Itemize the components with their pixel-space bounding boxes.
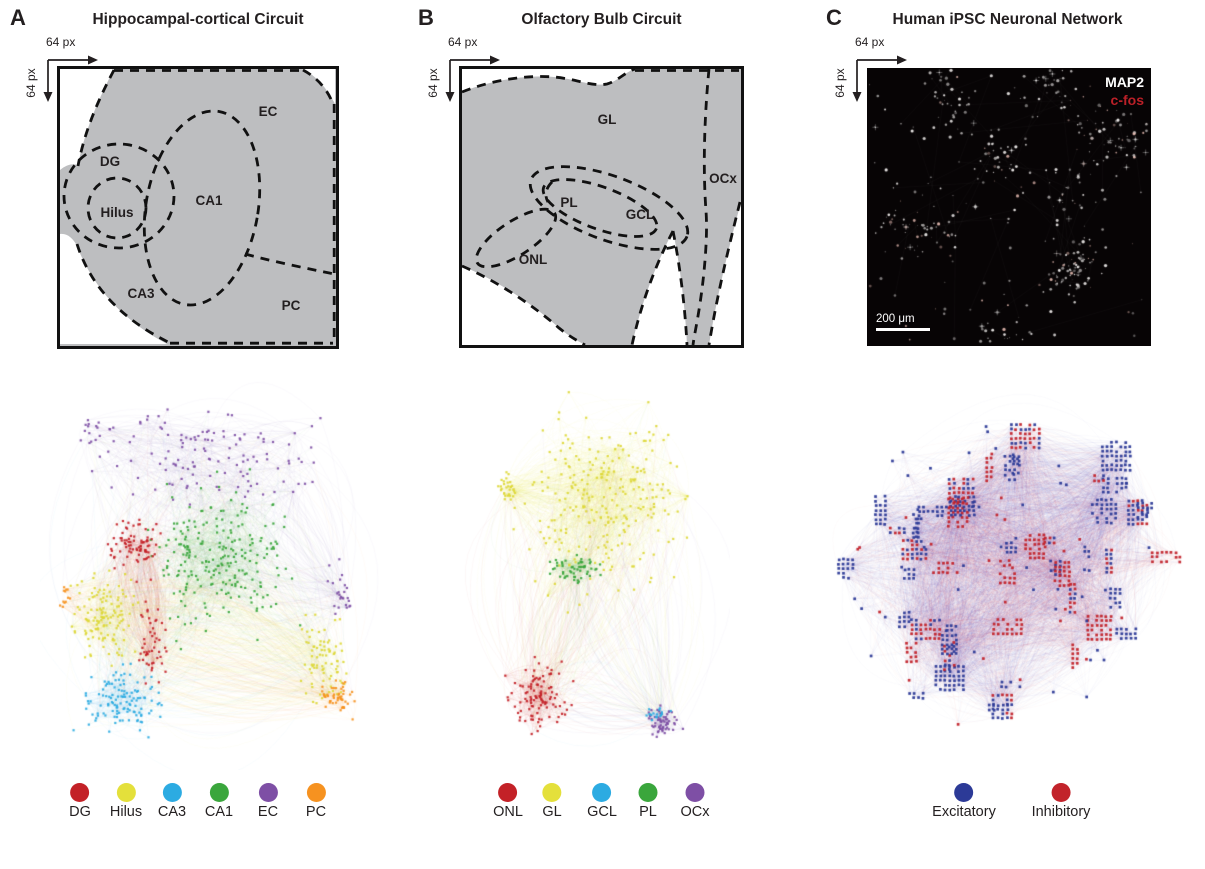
legend-dot: [592, 783, 612, 802]
legend-item-gl: GL: [542, 783, 562, 820]
legend-dot: [542, 783, 562, 802]
region-label-pl: PL: [560, 195, 577, 210]
stain-label-map2: MAP2: [1105, 74, 1144, 90]
legend-item-ca3: CA3: [158, 783, 186, 820]
legend-dot: [70, 783, 90, 802]
panel-c-network-graph: [818, 380, 1186, 758]
micrograph-image: [867, 68, 1151, 346]
region-label-dg: DG: [100, 154, 120, 169]
legend-dot: [954, 783, 974, 802]
legend-item-ocx: OCx: [681, 783, 710, 820]
panel-c-letter: C: [826, 5, 842, 30]
region-label-ocx: OCx: [709, 171, 737, 186]
legend-item-dg: DG: [69, 783, 91, 820]
region-label-hilus: Hilus: [100, 205, 133, 220]
panel-a-scale-h-label: 64 px: [46, 35, 76, 49]
scalebar-text: 200 μm: [876, 313, 915, 325]
legend-dot: [116, 783, 136, 802]
panel-c-scale-h-label: 64 px: [855, 35, 885, 49]
legend-dot: [209, 783, 229, 802]
panel-b-scale-v-label: 64 px: [426, 68, 440, 98]
region-label-ca3: CA3: [127, 286, 154, 301]
legend-dot: [1051, 783, 1071, 802]
legend-item-ca1: CA1: [205, 783, 233, 820]
region-label-gcl: GCL: [626, 207, 655, 222]
legend-item-excitatory: Excitatory: [932, 783, 996, 820]
legend-dot: [162, 783, 182, 802]
legend-item-gcl: GCL: [587, 783, 617, 820]
panel-c-micrograph: MAP2 c-fos 200 μm: [867, 68, 1151, 346]
legend-dot: [685, 783, 705, 802]
scale-arrows-icon: [43, 55, 98, 102]
panel-b-scale-h-label: 64 px: [448, 35, 478, 49]
legend-item-inhibitory: Inhibitory: [1032, 783, 1090, 820]
panel-b-title: Olfactory Bulb Circuit: [521, 11, 682, 28]
region-label-pc: PC: [282, 298, 301, 313]
legend-item-pc: PC: [306, 783, 326, 820]
panel-a-network-graph: [40, 378, 400, 770]
region-label-onl: ONL: [519, 252, 548, 267]
legend-item-ec: EC: [258, 783, 278, 820]
legend-item-hilus: Hilus: [110, 783, 142, 820]
region-label-ca1: CA1: [195, 193, 222, 208]
region-label-ec: EC: [259, 104, 278, 119]
legend-item-onl: ONL: [493, 783, 523, 820]
panel-a-scale-v-label: 64 px: [24, 68, 38, 98]
panel-a-schematic: EC DG Hilus CA1 CA3 PC: [57, 66, 339, 349]
scale-arrows-icon: [852, 55, 907, 102]
region-label-gl: GL: [598, 112, 617, 127]
panel-a-letter: A: [10, 5, 26, 30]
panel-c-title: Human iPSC Neuronal Network: [892, 11, 1123, 28]
panel-b-schematic: GL PL GCL ONL OCx: [459, 66, 744, 348]
panel-a-title: Hippocampal-cortical Circuit: [92, 11, 304, 28]
legend-dot: [306, 783, 326, 802]
legend-dot: [638, 783, 658, 802]
legend-dot: [258, 783, 278, 802]
panel-c-scale-v-label: 64 px: [833, 68, 847, 98]
panel-b-network-graph: [455, 373, 730, 773]
stain-label-cfos: c-fos: [1110, 92, 1144, 108]
legend-item-pl: PL: [638, 783, 658, 820]
legend-dot: [498, 783, 518, 802]
scale-arrows-icon: [445, 55, 500, 102]
panel-b-letter: B: [418, 5, 434, 30]
scalebar-line: [876, 328, 930, 331]
scalebar: 200 μm: [876, 313, 930, 331]
